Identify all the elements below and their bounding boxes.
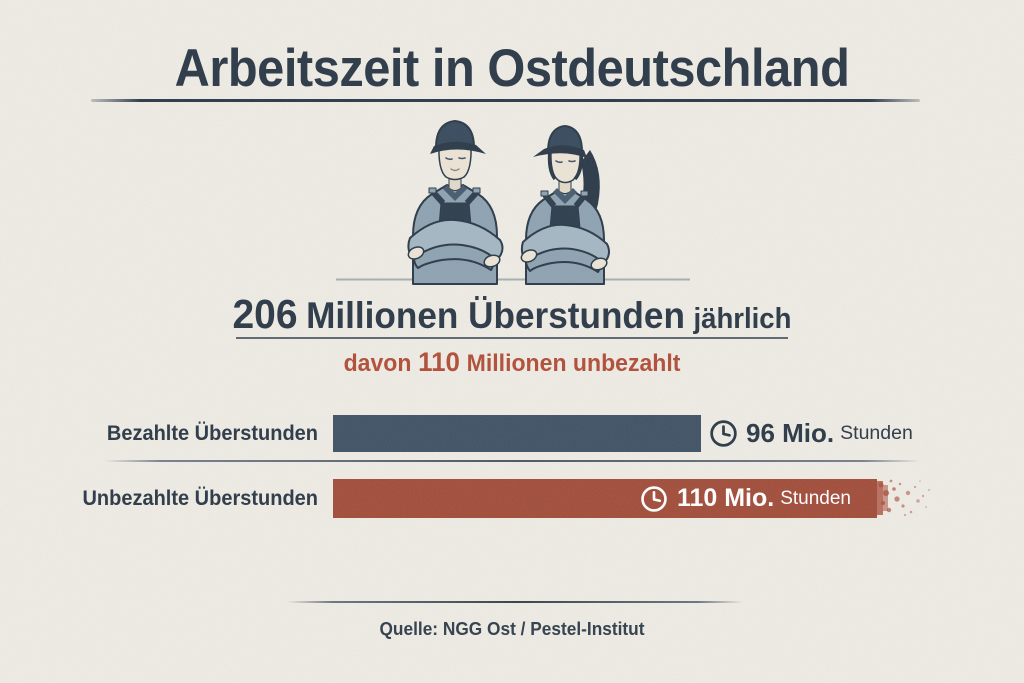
footer-divider	[287, 601, 743, 603]
headline-total-suffix: jährlich	[693, 303, 792, 335]
spray-splatter	[877, 479, 930, 517]
headline-unpaid-prefix: davon	[343, 350, 412, 377]
title-divider	[91, 99, 920, 102]
two-workers-illustration	[322, 108, 702, 286]
bar-paid-svg	[333, 415, 701, 452]
bar-label-paid: Bezahlte Überstunden	[106, 421, 318, 445]
bar-paid	[333, 415, 701, 452]
workers-svg	[336, 120, 690, 285]
bar-value-paid-unit: Stunden	[840, 422, 913, 444]
bar-value-unpaid: 110 Mio. Stunden	[333, 479, 879, 518]
headline-unpaid: davon 110 Millionen unbezahlt	[20, 347, 1003, 378]
bar-value-unpaid-number: 110 Mio.	[676, 484, 775, 512]
bar-value-paid: 96 Mio. Stunden	[708, 415, 913, 452]
worker-woman	[520, 125, 610, 285]
rows-divider	[104, 460, 920, 462]
clock-icon	[710, 420, 737, 447]
headline-total: 206 Millionen Überstunden jährlich	[26, 291, 999, 338]
clock-icon	[641, 485, 667, 512]
ground-line	[336, 278, 690, 281]
source-line: Quelle: NGG Ost / Pestel-Institut	[379, 619, 645, 639]
bar-value-paid-number: 96 Mio.	[746, 418, 835, 448]
worker-man	[407, 120, 504, 285]
headline-unpaid-suffix: Millionen unbezahlt	[466, 350, 681, 377]
bar-label-unpaid: Unbezahlte Überstunden	[82, 486, 318, 510]
page-title: Arbeitszeit in Ostdeutschland	[174, 39, 850, 98]
headline-unpaid-number: 110	[418, 347, 460, 377]
headline-total-label: Millionen Überstunden	[306, 295, 685, 336]
headline-total-number: 206	[232, 291, 298, 337]
headline-divider	[236, 337, 788, 339]
bar-value-unpaid-unit: Stunden	[780, 487, 851, 509]
